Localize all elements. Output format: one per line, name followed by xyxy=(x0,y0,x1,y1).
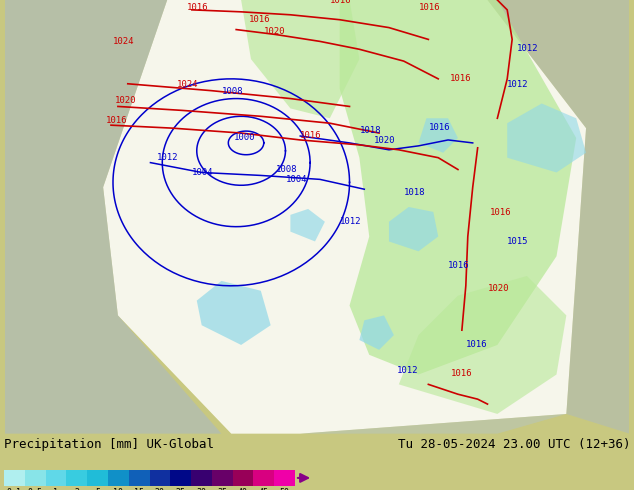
Text: 1004: 1004 xyxy=(285,175,307,184)
Text: 35: 35 xyxy=(217,488,227,490)
Polygon shape xyxy=(103,0,586,434)
Text: 1016: 1016 xyxy=(466,340,488,349)
Text: 1016: 1016 xyxy=(451,369,472,378)
Polygon shape xyxy=(418,118,458,153)
Text: 1: 1 xyxy=(53,488,58,490)
Text: 20: 20 xyxy=(155,488,165,490)
Text: 1016: 1016 xyxy=(448,261,470,270)
Bar xyxy=(108,470,129,486)
Text: 1016: 1016 xyxy=(429,123,450,132)
Bar xyxy=(212,470,233,486)
Text: 1016: 1016 xyxy=(418,3,440,12)
Text: 1024: 1024 xyxy=(113,37,134,47)
Text: 1012: 1012 xyxy=(397,366,418,374)
Text: 1016: 1016 xyxy=(489,208,511,217)
Polygon shape xyxy=(389,207,438,251)
Bar xyxy=(46,470,67,486)
Text: 1015: 1015 xyxy=(507,238,529,246)
Text: 1016: 1016 xyxy=(301,131,321,140)
Text: 1024: 1024 xyxy=(177,80,198,89)
Text: 1004: 1004 xyxy=(192,168,213,177)
Polygon shape xyxy=(359,316,394,350)
Text: 1012: 1012 xyxy=(517,44,538,53)
Text: 1012: 1012 xyxy=(157,153,179,162)
Polygon shape xyxy=(340,0,576,374)
Polygon shape xyxy=(488,0,630,434)
Polygon shape xyxy=(507,103,586,172)
Polygon shape xyxy=(241,0,359,118)
Text: 10: 10 xyxy=(113,488,124,490)
Bar xyxy=(171,470,191,486)
Text: 1020: 1020 xyxy=(115,97,136,105)
Bar xyxy=(275,470,295,486)
Text: 1020: 1020 xyxy=(264,27,285,36)
Text: 5: 5 xyxy=(95,488,100,490)
Bar xyxy=(191,470,212,486)
Bar xyxy=(87,470,108,486)
Text: 1000: 1000 xyxy=(234,133,256,143)
Bar xyxy=(150,470,171,486)
Text: 1008: 1008 xyxy=(276,166,297,174)
Text: 45: 45 xyxy=(259,488,269,490)
Polygon shape xyxy=(290,209,325,242)
Polygon shape xyxy=(197,281,271,345)
Text: Precipitation [mm] UK-Global: Precipitation [mm] UK-Global xyxy=(4,438,214,451)
Text: 1016: 1016 xyxy=(450,74,472,83)
Text: 2: 2 xyxy=(74,488,79,490)
Polygon shape xyxy=(4,0,221,434)
Text: 1016: 1016 xyxy=(106,116,127,125)
Text: 0.5: 0.5 xyxy=(28,488,42,490)
Polygon shape xyxy=(399,276,566,414)
Text: 0.1: 0.1 xyxy=(7,488,22,490)
Text: Tu 28-05-2024 23.00 UTC (12+36): Tu 28-05-2024 23.00 UTC (12+36) xyxy=(398,438,630,451)
Text: 1012: 1012 xyxy=(507,80,529,89)
Text: 1020: 1020 xyxy=(488,284,509,293)
Text: 15: 15 xyxy=(134,488,144,490)
Bar xyxy=(129,470,150,486)
Polygon shape xyxy=(231,414,566,434)
Text: 50: 50 xyxy=(280,488,290,490)
Text: 1012: 1012 xyxy=(340,217,361,226)
Bar xyxy=(254,470,275,486)
Bar xyxy=(4,470,25,486)
Text: 1016: 1016 xyxy=(187,3,209,12)
Text: 1020: 1020 xyxy=(374,136,396,145)
Bar xyxy=(233,470,254,486)
Text: 30: 30 xyxy=(197,488,207,490)
Text: 1018: 1018 xyxy=(359,126,381,135)
Text: 40: 40 xyxy=(238,488,248,490)
Text: 1016: 1016 xyxy=(249,15,271,24)
Text: 1008: 1008 xyxy=(221,87,243,96)
Bar xyxy=(67,470,87,486)
Text: 25: 25 xyxy=(176,488,186,490)
Text: 1016: 1016 xyxy=(330,0,351,5)
Text: 1018: 1018 xyxy=(404,188,425,197)
Bar xyxy=(25,470,46,486)
